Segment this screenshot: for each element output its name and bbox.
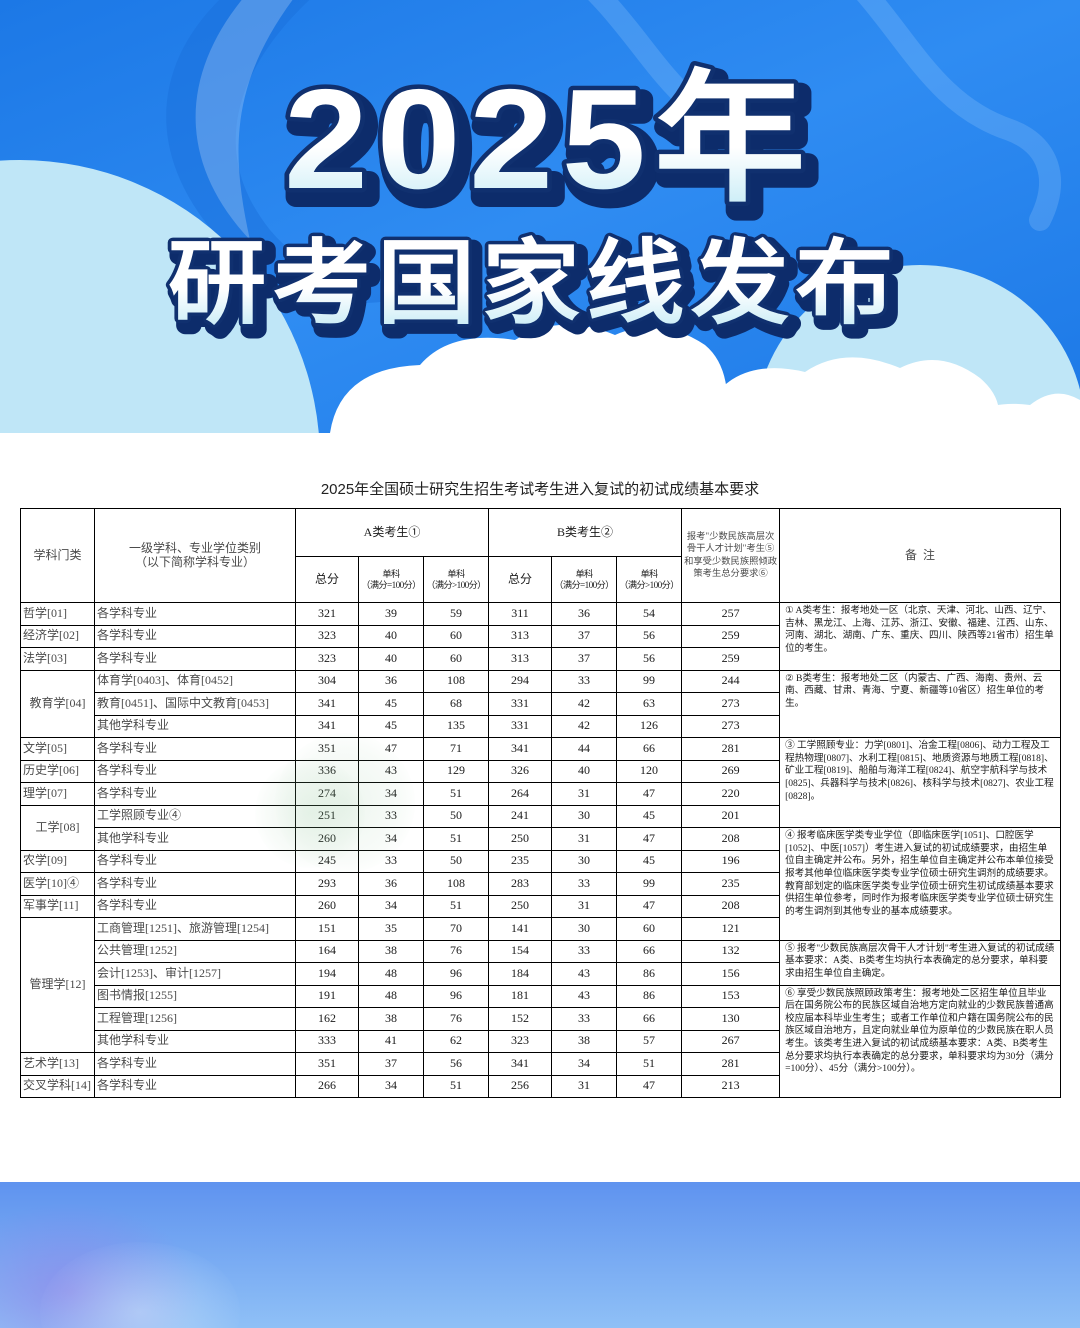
svg-text:2025年: 2025年 (284, 60, 814, 219)
svg-text:研考国家线发布: 研考国家线发布 (168, 233, 900, 335)
